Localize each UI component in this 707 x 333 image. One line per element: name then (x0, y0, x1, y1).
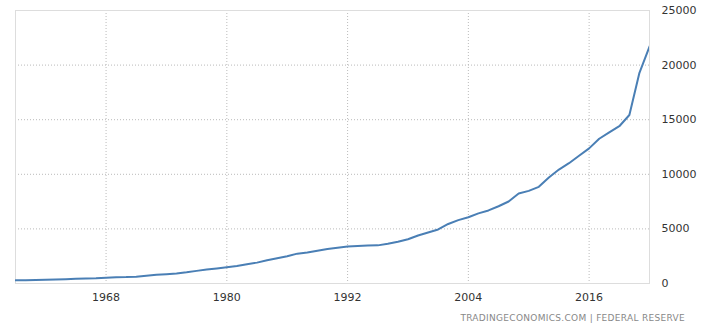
svg-text:1968: 1968 (92, 291, 120, 304)
svg-text:10000: 10000 (662, 168, 697, 181)
svg-text:1992: 1992 (334, 291, 362, 304)
svg-text:2004: 2004 (454, 291, 482, 304)
html-text:TRADINGECONOMICS.COM | FEDERAL: TRADINGECONOMICS.COM | FEDERAL RESERVE (460, 313, 685, 323)
svg-text:25000: 25000 (662, 4, 697, 17)
svg-text:5000: 5000 (662, 222, 690, 235)
svg-text:20000: 20000 (662, 59, 697, 72)
svg-text:1980: 1980 (213, 291, 241, 304)
svg-text:15000: 15000 (662, 113, 697, 126)
svg-text:2016: 2016 (575, 291, 603, 304)
svg-text:0: 0 (662, 277, 669, 290)
